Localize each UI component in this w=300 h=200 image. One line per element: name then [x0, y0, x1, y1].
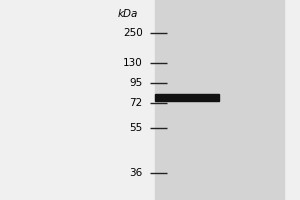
Text: 36: 36	[129, 168, 142, 178]
Bar	[155, 0, 284, 200]
Text: 250: 250	[123, 28, 142, 38]
Text: 95: 95	[129, 78, 142, 88]
Text: kDa: kDa	[118, 9, 138, 19]
Text: 55: 55	[129, 123, 142, 133]
Text: 72: 72	[129, 98, 142, 108]
Bar	[155, 94, 219, 100]
Text: 130: 130	[123, 58, 142, 68]
